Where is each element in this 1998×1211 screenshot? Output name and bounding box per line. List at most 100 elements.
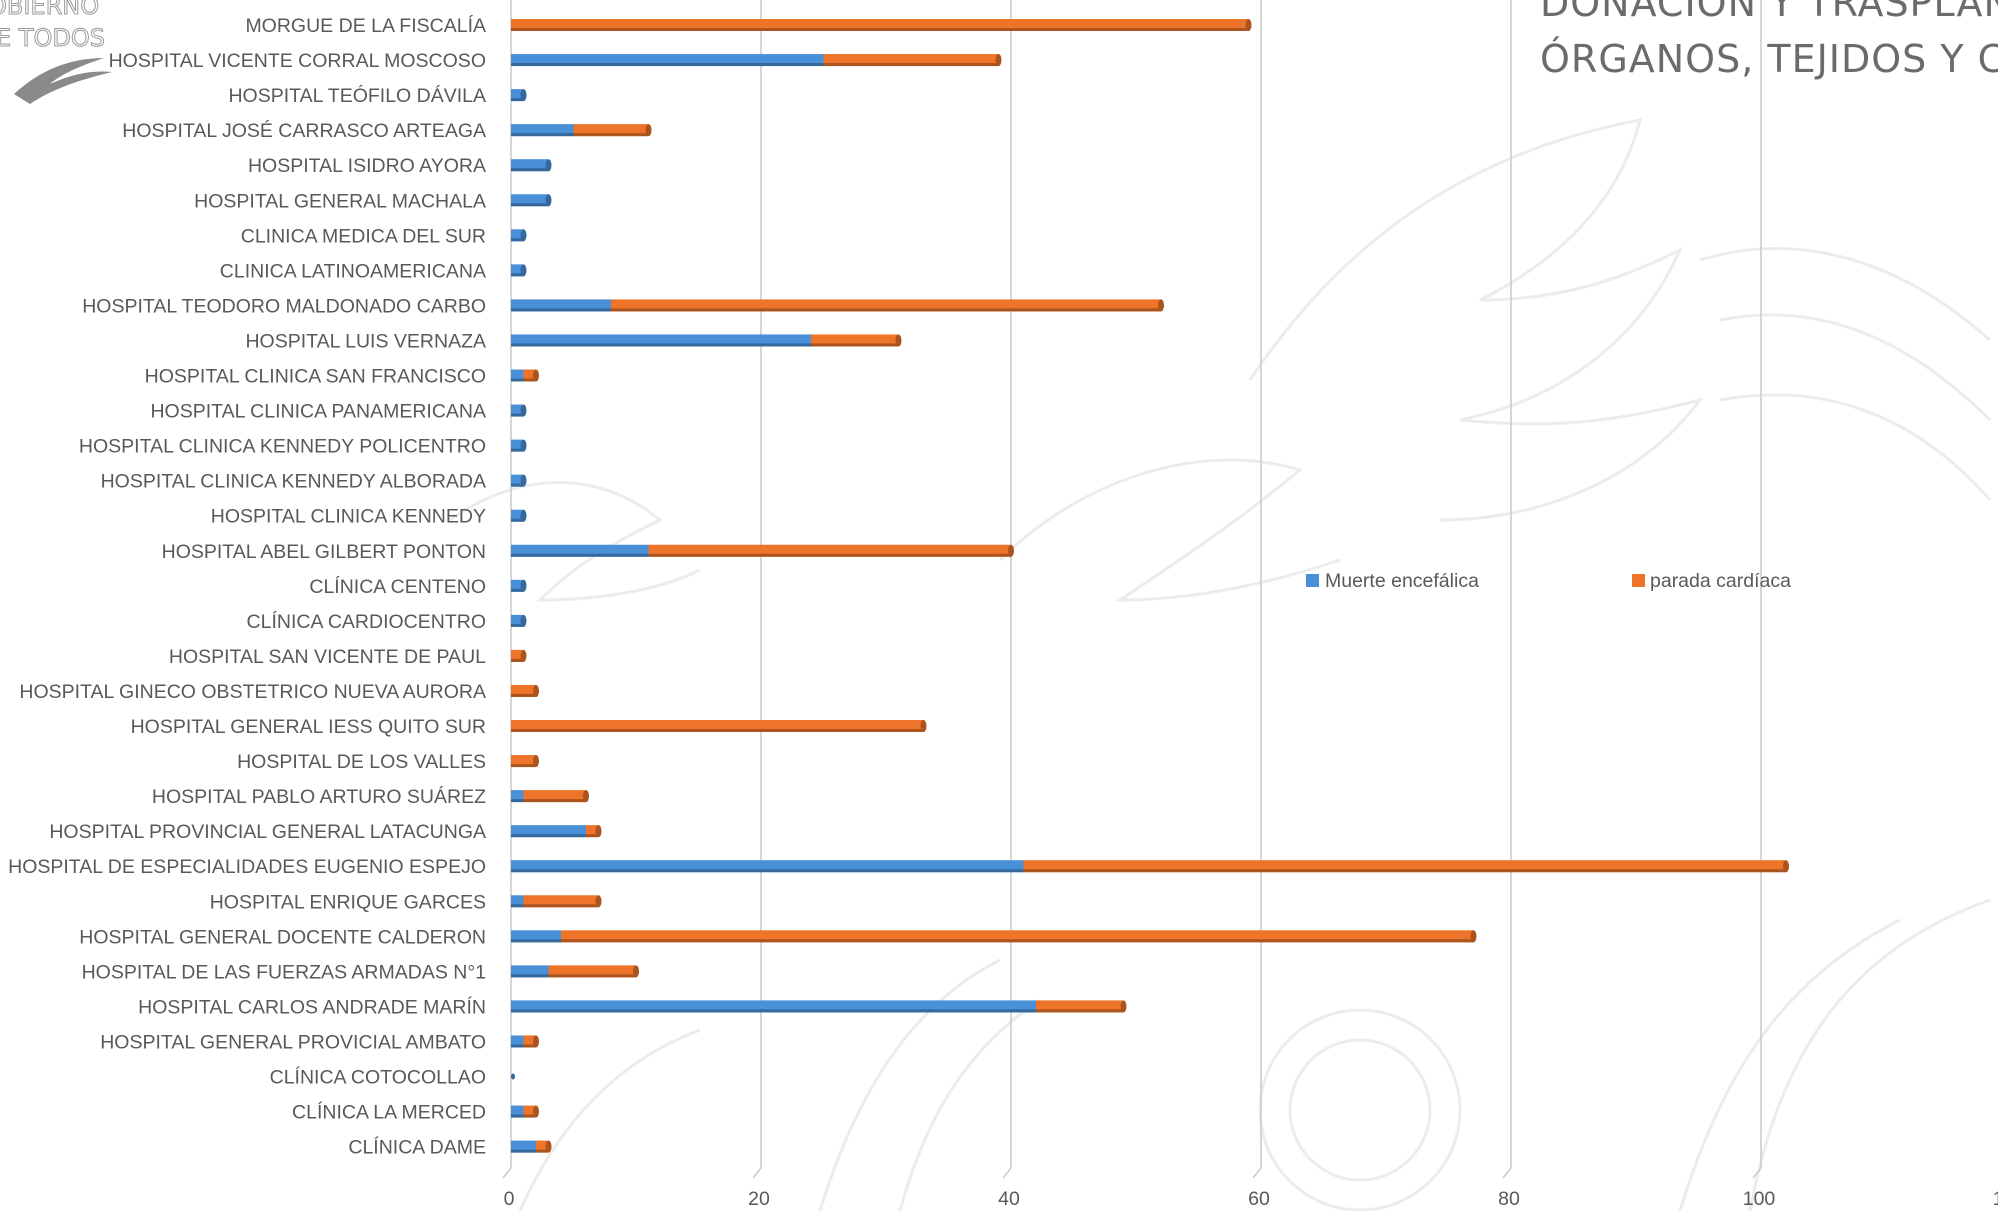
bar-parada-cardiaca-shadow	[561, 939, 1474, 942]
category-label: HOSPITAL DE ESPECIALIDADES EUGENIO ESPEJ…	[8, 856, 486, 878]
bar-end-cap	[1158, 299, 1164, 311]
bar-parada-cardiaca-shadow	[1024, 869, 1787, 872]
bar-parada-cardiaca-shadow	[811, 343, 899, 346]
bar-end-cap	[533, 755, 539, 767]
bar-parada-cardiaca	[811, 334, 899, 346]
bar-muerte-encefalica-shadow	[511, 939, 561, 942]
bar-muerte-encefalica	[511, 159, 549, 171]
bar-muerte-encefalica-shadow	[511, 308, 611, 311]
category-label: HOSPITAL CLINICA PANAMERICANA	[150, 401, 486, 423]
bar-muerte-encefalica-shadow	[511, 1115, 524, 1118]
x-tick-label: 80	[1498, 1188, 1520, 1210]
bar-parada-cardiaca	[1024, 860, 1787, 872]
x-tick-label: 20	[748, 1188, 770, 1210]
bar-muerte-encefalica-shadow	[511, 974, 549, 977]
logo: OBIERNO E TODOS	[0, 0, 112, 104]
x-tick-label: 0	[504, 1188, 515, 1210]
legend-label-parada: parada cardíaca	[1650, 570, 1791, 592]
x-axis-ticks: 0 20 40 60 80 100 120	[504, 1188, 1998, 1210]
bar-end-cap	[521, 580, 527, 592]
bar-parada-cardiaca-shadow	[524, 904, 599, 907]
bar-parada-cardiaca	[561, 930, 1474, 942]
bar-muerte-encefalica-shadow	[511, 133, 574, 136]
bar-end-cap	[921, 720, 927, 732]
bar-end-cap	[1471, 930, 1477, 942]
bar-end-cap	[521, 440, 527, 452]
category-label: HOSPITAL ABEL GILBERT PONTON	[162, 541, 486, 563]
category-label: HOSPITAL SAN VICENTE DE PAUL	[169, 646, 486, 668]
bar-end-cap	[521, 475, 527, 487]
bar-end-cap	[521, 650, 527, 662]
bar-parada-cardiaca-shadow	[611, 308, 1161, 311]
bar-muerte-encefalica-shadow	[511, 63, 824, 66]
bar-end-cap	[521, 615, 527, 627]
bar-parada-cardiaca-shadow	[649, 554, 1012, 557]
bar-muerte-encefalica-shadow	[511, 1150, 536, 1153]
category-label: CLÍNICA CARDIOCENTRO	[247, 610, 486, 633]
bar-end-cap	[996, 54, 1002, 66]
bar-end-cap	[1008, 545, 1014, 557]
header-title-line-1: DONACIÓN Y TRASPLANTE	[1540, 0, 1998, 25]
category-label: CLÍNICA COTOCOLLAO	[270, 1066, 486, 1089]
category-label: HOSPITAL PROVINCIAL GENERAL LATACUNGA	[49, 821, 486, 843]
category-label: HOSPITAL VICENTE CORRAL MOSCOSO	[109, 50, 486, 72]
category-label: HOSPITAL ENRIQUE GARCES	[210, 891, 486, 913]
bar-parada-cardiaca-shadow	[1036, 1009, 1124, 1012]
gridline-floor	[1253, 1168, 1261, 1178]
bar-parada-cardiaca	[524, 790, 587, 802]
bar-end-cap	[521, 264, 527, 276]
bar-end-cap	[596, 825, 602, 837]
bar-parada-cardiaca	[511, 19, 1249, 31]
category-label: HOSPITAL GENERAL DOCENTE CALDERON	[79, 926, 486, 948]
bar-muerte-encefalica-shadow	[511, 168, 549, 171]
bar-parada-cardiaca	[549, 965, 637, 977]
bar-muerte-encefalica	[511, 965, 549, 977]
category-label: HOSPITAL CLINICA KENNEDY	[211, 506, 486, 528]
category-label: HOSPITAL GENERAL IESS QUITO SUR	[131, 716, 486, 738]
bar-parada-cardiaca	[524, 895, 599, 907]
category-labels: MORGUE DE LA FISCALÍA HOSPITAL VICENTE CO…	[8, 14, 486, 1159]
category-label: HOSPITAL CLINICA SAN FRANCISCO	[145, 366, 486, 388]
bar-parada-cardiaca	[824, 54, 999, 66]
bar-parada-cardiaca-shadow	[511, 694, 536, 697]
bar-end-cap	[521, 510, 527, 522]
category-label: HOSPITAL CARLOS ANDRADE MARÍN	[138, 995, 486, 1018]
bar-end-cap	[1246, 19, 1252, 31]
bar-parada-cardiaca-shadow	[511, 764, 536, 767]
bar-end-cap	[533, 1106, 539, 1118]
bar-muerte-encefalica-shadow	[511, 379, 524, 382]
bar-parada-cardiaca-shadow	[511, 729, 924, 732]
logo-line-1: OBIERNO	[0, 0, 99, 20]
bar-muerte-encefalica	[511, 299, 611, 311]
category-label: HOSPITAL TEÓFILO DÁVILA	[228, 84, 486, 107]
bar-muerte-encefalica	[511, 860, 1024, 872]
bar-muerte-encefalica-shadow	[511, 1009, 1036, 1012]
logo-swoosh-icon	[14, 58, 112, 104]
bar-end-cap	[1783, 860, 1789, 872]
header-title-line-2: ÓRGANOS, TEJIDOS Y CÉLU	[1540, 37, 1998, 81]
bar-parada-cardiaca-shadow	[824, 63, 999, 66]
category-label: HOSPITAL GENERAL MACHALA	[194, 190, 486, 212]
bar-muerte-encefalica-shadow	[511, 834, 586, 837]
bar-muerte-encefalica	[511, 124, 574, 136]
legend: Muerte encefálica parada cardíaca	[1306, 570, 1791, 592]
bar-muerte-encefalica-shadow	[511, 1044, 524, 1047]
category-label: HOSPITAL TEODORO MALDONADO CARBO	[82, 295, 486, 317]
x-tick-label: 60	[1248, 1188, 1270, 1210]
bar-parada-cardiaca	[574, 124, 649, 136]
bar-end-cap	[533, 685, 539, 697]
bar-parada-cardiaca	[511, 685, 536, 697]
bar-end-cap	[596, 895, 602, 907]
bar-muerte-encefalica	[511, 1141, 536, 1153]
bar-muerte-encefalica-shadow	[511, 799, 524, 802]
category-label: CLINICA MEDICA DEL SUR	[241, 225, 486, 247]
category-label: HOSPITAL LUIS VERNAZA	[245, 330, 486, 352]
category-label: HOSPITAL DE LOS VALLES	[237, 751, 486, 773]
bar-end-cap	[521, 405, 527, 417]
bar-muerte-encefalica-shadow	[511, 869, 1024, 872]
bar-muerte-encefalica-shadow	[511, 904, 524, 907]
category-label: HOSPITAL PABLO ARTURO SUÁREZ	[152, 785, 486, 808]
category-label: HOSPITAL GENERAL PROVICIAL AMBATO	[100, 1031, 486, 1053]
bar-parada-cardiaca	[649, 545, 1012, 557]
